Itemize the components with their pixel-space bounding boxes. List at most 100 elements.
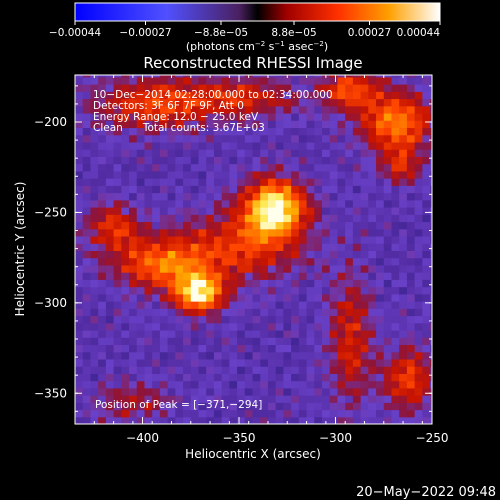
- heatmap-cell: [391, 250, 400, 259]
- heatmap-cell: [291, 141, 300, 150]
- heatmap-cell: [183, 366, 192, 374]
- heatmap-cell: [283, 127, 292, 136]
- heatmap-cell: [159, 308, 169, 317]
- heatmap-cell: [291, 264, 300, 273]
- heatmap-cell: [213, 366, 223, 374]
- heatmap-cell: [414, 344, 423, 353]
- heatmap-cell: [314, 395, 323, 403]
- heatmap-cell: [244, 301, 254, 309]
- heatmap-cell: [190, 75, 200, 78]
- heatmap-cell: [152, 366, 161, 374]
- heatmap-cell: [213, 163, 223, 172]
- heatmap-cell: [291, 344, 300, 353]
- heatmap-cell: [360, 373, 369, 382]
- heatmap-cell: [422, 156, 431, 165]
- heatmap-cell: [314, 91, 323, 100]
- heatmap-cell: [314, 185, 323, 194]
- heatmap-cell: [406, 315, 416, 324]
- heatmap-cell: [175, 127, 184, 136]
- heatmap-cell: [229, 156, 238, 165]
- heatmap-cell: [422, 322, 431, 331]
- heatmap-cell: [244, 416, 254, 424]
- heatmap-cell: [368, 358, 377, 367]
- heatmap-cell: [90, 199, 99, 208]
- heatmap-cell: [275, 243, 285, 251]
- heatmap-cell: [291, 84, 300, 92]
- heatmap-cell: [206, 192, 215, 201]
- heatmap-cell: [275, 250, 285, 259]
- heatmap-cell: [345, 380, 354, 389]
- heatmap-cell: [152, 112, 161, 121]
- heatmap-cell: [113, 235, 122, 244]
- heatmap-cell: [198, 207, 207, 215]
- heatmap-cell: [252, 105, 261, 114]
- heatmap-cell: [221, 409, 230, 418]
- heatmap-cell: [105, 293, 115, 302]
- heatmap-cell: [206, 76, 215, 85]
- heatmap-cell: [183, 156, 192, 165]
- heatmap-cell: [237, 402, 246, 411]
- heatmap-cell: [260, 185, 269, 194]
- heatmap-cell: [260, 75, 269, 78]
- heatmap-cell: [144, 416, 153, 424]
- heatmap-cell: [75, 170, 84, 179]
- heatmap-cell: [399, 163, 408, 172]
- heatmap-cell: [183, 373, 192, 382]
- heatmap-cell: [113, 402, 122, 411]
- heatmap-cell: [314, 76, 323, 85]
- y-tick-label: −200: [34, 115, 67, 129]
- heatmap-cell: [414, 141, 423, 150]
- heatmap-cell: [183, 221, 192, 230]
- heatmap-cell: [198, 373, 207, 382]
- heatmap-cell: [368, 395, 377, 403]
- heatmap-cell: [422, 286, 431, 295]
- heatmap-cell: [229, 207, 238, 215]
- heatmap-cell: [136, 84, 146, 92]
- heatmap-cell: [105, 380, 115, 389]
- heatmap-cell: [190, 84, 200, 92]
- heatmap-cell: [136, 141, 146, 150]
- heatmap-cell: [275, 329, 285, 338]
- heatmap-cell: [306, 264, 315, 273]
- heatmap-cell: [368, 409, 377, 418]
- heatmap-cell: [167, 91, 176, 100]
- heatmap-cell: [90, 264, 99, 273]
- heatmap-cell: [391, 221, 400, 230]
- heatmap-cell: [244, 351, 254, 360]
- heatmap-cell: [98, 228, 107, 237]
- heatmap-cell: [183, 272, 192, 280]
- heatmap-cell: [167, 416, 176, 424]
- heatmap-cell: [252, 75, 261, 78]
- heatmap-cell: [90, 170, 99, 179]
- heatmap-cell: [75, 141, 84, 150]
- heatmap-cell: [260, 380, 269, 389]
- heatmap-cell: [213, 156, 223, 165]
- heatmap-cell: [260, 156, 269, 165]
- heatmap-cell: [430, 315, 432, 324]
- heatmap-cell: [352, 264, 362, 273]
- heatmap-cell: [221, 156, 230, 165]
- heatmap-cell: [345, 366, 354, 374]
- heatmap-cell: [322, 170, 331, 179]
- heatmap-cell: [105, 337, 115, 346]
- heatmap-cell: [229, 75, 238, 78]
- heatmap-cell: [229, 163, 238, 172]
- heatmap-cell: [306, 76, 315, 85]
- heatmap-cell: [237, 293, 246, 302]
- heatmap-cell: [237, 409, 246, 418]
- heatmap-cell: [183, 322, 192, 331]
- heatmap-cell: [175, 308, 184, 317]
- heatmap-cell: [213, 279, 223, 288]
- heatmap-cell: [98, 221, 107, 230]
- heatmap-cell: [291, 185, 300, 194]
- heatmap-cell: [368, 98, 377, 107]
- heatmap-cell: [175, 170, 184, 179]
- heatmap-cell: [136, 228, 146, 237]
- heatmap-cell: [322, 221, 331, 230]
- heatmap-cell: [306, 380, 315, 389]
- heatmap-cell: [267, 344, 277, 353]
- heatmap-cell: [260, 387, 269, 396]
- heatmap-cell: [82, 228, 92, 237]
- heatmap-cell: [90, 192, 99, 201]
- heatmap-cell: [229, 257, 238, 266]
